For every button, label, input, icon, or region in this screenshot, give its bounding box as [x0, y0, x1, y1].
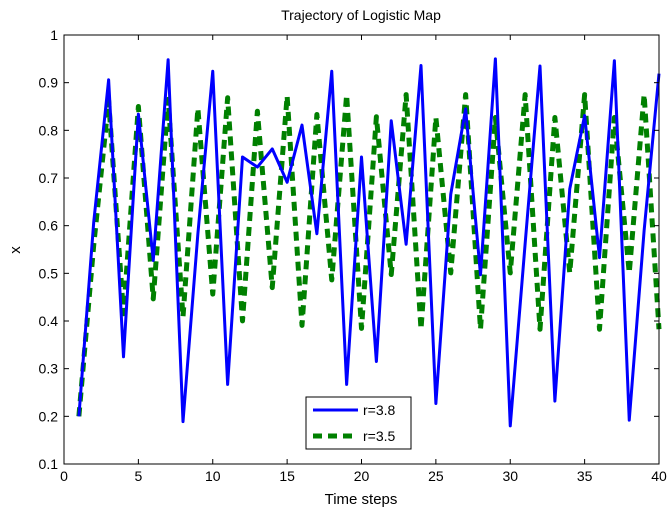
y-tick-label: 0.1 — [39, 456, 59, 472]
y-tick-label: 0.6 — [39, 218, 59, 234]
x-tick-label: 5 — [134, 468, 142, 484]
x-tick-label: 10 — [205, 468, 221, 484]
x-axis-title: Time steps — [325, 491, 398, 508]
x-tick-label: 40 — [651, 468, 667, 484]
x-tick-label: 25 — [428, 468, 444, 484]
y-tick-label: 0.2 — [39, 408, 59, 424]
x-tick-label: 30 — [502, 468, 518, 484]
x-tick-label: 20 — [354, 468, 370, 484]
series-line-r35 — [76, 92, 662, 417]
y-tick-label: 0.9 — [39, 75, 59, 91]
legend-label-r35: r=3.5 — [363, 428, 396, 444]
y-tick-label: 1 — [50, 27, 58, 43]
chart-title: Trajectory of Logistic Map — [281, 7, 441, 23]
plot-frame — [63, 34, 660, 465]
legend-box — [305, 396, 412, 450]
y-axis-title: x — [7, 246, 24, 254]
y-tick-label: 0.8 — [39, 122, 59, 138]
legend: r=3.8 r=3.5 — [305, 396, 412, 450]
ticks-layer: 0 5 10 15 20 25 30 35 40 0.1 0.2 0.3 0.4 0.5 0.6 0.7 0.8… — [39, 27, 667, 484]
y-tick-label: 0.3 — [39, 361, 59, 377]
y-tick-label: 0.7 — [39, 170, 59, 186]
x-tick-label: 0 — [60, 468, 68, 484]
series-layer — [76, 57, 662, 428]
x-tick-label: 15 — [279, 468, 295, 484]
x-tick-label: 35 — [577, 468, 593, 484]
legend-label-r38: r=3.8 — [363, 402, 396, 418]
y-tick-label: 0.5 — [39, 265, 59, 281]
y-tick-label: 0.4 — [39, 313, 59, 329]
series-line-r38 — [77, 57, 661, 428]
